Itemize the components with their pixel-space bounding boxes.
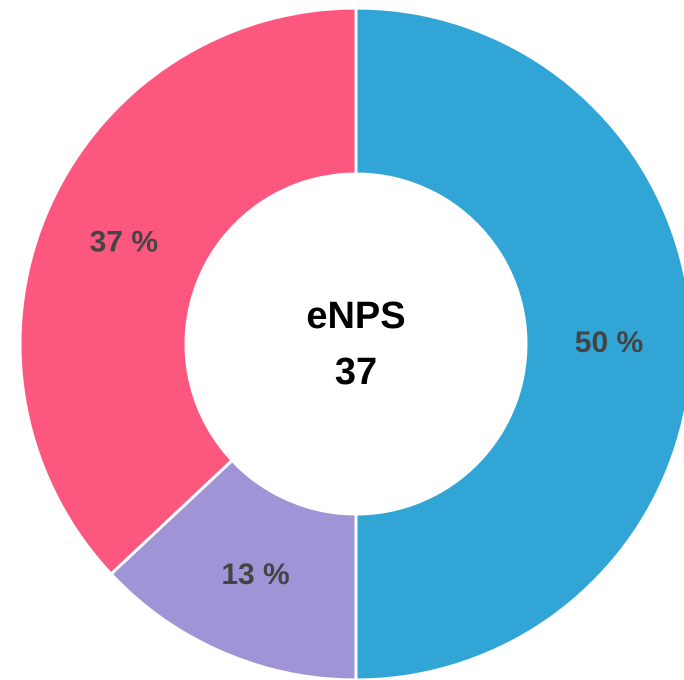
center-label: eNPS <box>306 295 405 337</box>
value-label: 37 % <box>90 225 158 258</box>
value-label: 50 % <box>575 326 643 359</box>
center-value: 37 <box>335 351 377 393</box>
segment <box>354 6 684 680</box>
segments <box>18 6 684 680</box>
segment <box>18 6 358 577</box>
value-label: 13 % <box>221 558 289 591</box>
segment <box>108 458 358 680</box>
